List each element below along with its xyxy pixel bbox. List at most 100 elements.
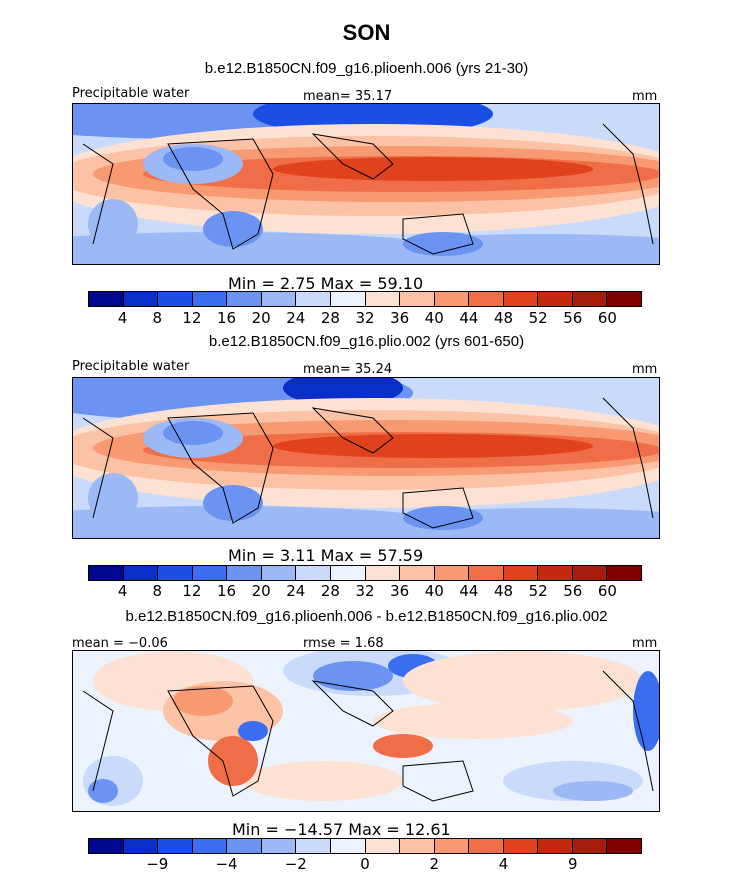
colorbar-swatch <box>158 566 193 580</box>
colorbar-tick-label: 52 <box>528 582 548 600</box>
colorbar-swatch <box>469 839 504 853</box>
panel-3-rmse-label: rmse = 1.68 <box>303 636 384 651</box>
colorbar-tick-label: 16 <box>216 309 237 327</box>
panel-2-mean-label: mean= 35.24 <box>303 362 393 377</box>
panel-1-colorbar <box>88 291 642 307</box>
colorbar-swatch <box>400 566 435 580</box>
colorbar-tick-label: 52 <box>528 309 548 327</box>
colorbar-swatch <box>365 839 401 853</box>
colorbar-swatch <box>123 839 159 853</box>
panel-2-units-label: mm <box>632 362 658 377</box>
colorbar-swatch <box>296 292 331 306</box>
colorbar-swatch <box>89 839 124 853</box>
colorbar-swatch <box>158 292 193 306</box>
colorbar-tick-label: 60 <box>597 582 617 600</box>
colorbar-tick-label: 4 <box>117 309 128 327</box>
colorbar-swatch <box>607 566 641 580</box>
panel-3-case-title: b.e12.B1850CN.f09_g16.plioenh.006 - b.e1… <box>125 608 608 625</box>
colorbar-swatch <box>538 292 573 306</box>
panel-1-colorbar-ticks: 4 8 12 16 20 24 28 32 36 40 44 48 52 56 … <box>88 309 642 329</box>
colorbar-swatch <box>192 839 228 853</box>
panel-2-case-title: b.e12.B1850CN.f09_g16.plio.002 (yrs 601-… <box>208 333 525 350</box>
colorbar-swatch <box>503 292 539 306</box>
colorbar-tick-label: 24 <box>286 309 306 327</box>
colorbar-swatch <box>296 839 331 853</box>
colorbar-swatch <box>365 566 401 580</box>
colorbar-swatch <box>192 292 228 306</box>
colorbar-swatch <box>330 566 366 580</box>
colorbar-tick-label: 24 <box>286 582 306 600</box>
colorbar-tick-label: 20 <box>251 309 271 327</box>
colorbar-swatch <box>227 839 262 853</box>
colorbar-swatch <box>607 839 641 853</box>
colorbar-tick-label: 16 <box>216 582 237 600</box>
colorbar-swatch <box>400 839 435 853</box>
colorbar-swatch <box>261 566 297 580</box>
colorbar-swatch <box>330 839 366 853</box>
colorbar-tick-label: 40 <box>424 582 444 600</box>
panel-1-map <box>72 103 660 265</box>
panel-3-map-field <box>73 651 659 811</box>
colorbar-tick-label: 56 <box>563 582 583 600</box>
colorbar-tick-label: 36 <box>390 582 410 600</box>
panel-2-colorbar-ticks: 4 8 12 16 20 24 28 32 36 40 44 48 52 56 … <box>88 582 642 602</box>
colorbar-tick-label: 4 <box>498 855 509 873</box>
panel-3-mean-label: mean = −0.06 <box>72 636 168 651</box>
colorbar-tick-label: 8 <box>152 582 163 600</box>
panel-1-map-field <box>73 104 659 264</box>
colorbar-tick-label: 60 <box>597 309 617 327</box>
colorbar-swatch <box>434 566 470 580</box>
colorbar-swatch <box>192 566 228 580</box>
colorbar-tick-label: 40 <box>424 309 444 327</box>
figure-title: SON <box>342 20 391 45</box>
colorbar-tick-label: 2 <box>429 855 440 873</box>
colorbar-tick-label: 20 <box>251 582 271 600</box>
colorbar-swatch <box>503 566 539 580</box>
colorbar-swatch <box>469 292 504 306</box>
colorbar-swatch <box>227 292 262 306</box>
colorbar-tick-label: 9 <box>567 855 578 873</box>
panel-1-case-title: b.e12.B1850CN.f09_g16.plioenh.006 (yrs 2… <box>204 60 529 77</box>
panel-2-minmax: Min = 3.11 Max = 57.59 <box>228 546 424 565</box>
colorbar-tick-label: 36 <box>390 309 410 327</box>
colorbar-tick-label: 32 <box>355 309 375 327</box>
colorbar-swatch <box>296 566 331 580</box>
colorbar-tick-label: 48 <box>493 309 514 327</box>
colorbar-tick-label: 32 <box>355 582 375 600</box>
colorbar-swatch <box>330 292 366 306</box>
colorbar-swatch <box>365 292 401 306</box>
colorbar-swatch <box>572 839 608 853</box>
colorbar-swatch <box>158 839 193 853</box>
colorbar-swatch <box>123 292 159 306</box>
colorbar-swatch <box>538 839 573 853</box>
panel-3-minmax: Min = −14.57 Max = 12.61 <box>232 820 451 839</box>
colorbar-tick-label: 44 <box>459 309 479 327</box>
colorbar-swatch <box>89 292 124 306</box>
colorbar-tick-label: 44 <box>459 582 479 600</box>
colorbar-swatch <box>261 292 297 306</box>
panel-2-map-field <box>73 378 659 538</box>
colorbar-swatch <box>89 566 124 580</box>
colorbar-swatch <box>400 292 435 306</box>
panel-1-mean-label: mean= 35.17 <box>303 89 393 104</box>
colorbar-tick-label: 12 <box>182 582 202 600</box>
panel-3-map <box>72 650 660 812</box>
colorbar-tick-label: 48 <box>493 582 514 600</box>
panel-1-units-label: mm <box>632 89 658 104</box>
colorbar-tick-label: 8 <box>152 309 163 327</box>
colorbar-tick-label: −4 <box>215 855 238 873</box>
panel-3-colorbar-ticks: −9 −4 −2 0 2 4 9 <box>88 855 642 875</box>
colorbar-swatch <box>227 566 262 580</box>
colorbar-swatch <box>434 292 470 306</box>
colorbar-swatch <box>434 839 470 853</box>
panel-1-variable-label: Precipitable water <box>72 86 190 101</box>
colorbar-swatch <box>123 566 159 580</box>
colorbar-tick-label: 0 <box>360 855 370 873</box>
colorbar-swatch <box>538 566 573 580</box>
panel-3-units-label: mm <box>632 636 658 651</box>
panel-1-minmax: Min = 2.75 Max = 59.10 <box>228 274 424 293</box>
colorbar-tick-label: −2 <box>284 855 307 873</box>
colorbar-swatch <box>469 566 504 580</box>
panel-2-colorbar <box>88 565 642 581</box>
colorbar-tick-label: 28 <box>320 582 340 600</box>
